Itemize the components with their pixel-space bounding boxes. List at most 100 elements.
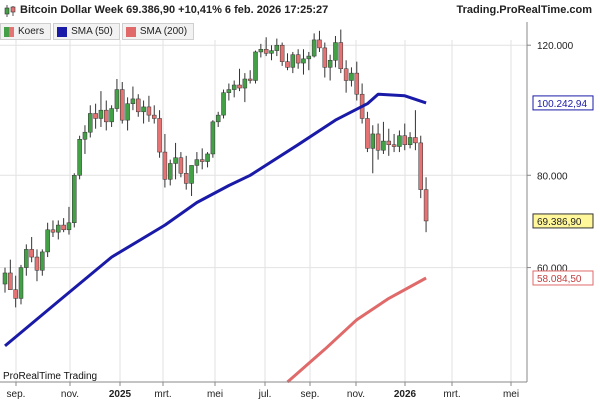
sma200-line <box>286 276 427 384</box>
candle-body <box>178 157 184 174</box>
candle-body <box>301 58 306 64</box>
candle-body <box>173 157 178 164</box>
price-label-box <box>532 213 594 229</box>
candle-body <box>104 109 109 123</box>
candle-body <box>199 159 205 162</box>
price-label-box <box>532 95 594 111</box>
x-axis: sep. nov. 2025 mrt. mei jul. sep. nov. 2026 mrt. m… <box>7 382 519 400</box>
sma200-path <box>286 276 427 384</box>
candle-body <box>397 135 402 147</box>
candle-body <box>50 229 56 233</box>
candles <box>2 29 429 308</box>
candle-body <box>114 89 120 109</box>
candle-body <box>162 151 168 180</box>
candle-body <box>317 39 322 49</box>
candle-body <box>258 48 264 53</box>
candle-body <box>290 54 296 68</box>
candle-body <box>40 251 45 271</box>
candle-body <box>247 78 253 81</box>
legend-label: SMA (200) <box>139 26 188 37</box>
candle-body <box>29 249 34 258</box>
sma50-line <box>4 92 427 348</box>
candle-body <box>418 142 423 190</box>
price-label-box <box>532 270 594 286</box>
candle-body <box>210 121 216 155</box>
candle-body <box>77 139 82 176</box>
x-tick-label: sep. <box>301 389 320 400</box>
candle-body <box>237 84 242 89</box>
title-bar: Bitcoin Dollar Week 69.386,90 +10,41% 6 … <box>0 0 600 22</box>
candle-body <box>61 224 66 231</box>
x-tick-label: 2026 <box>394 389 417 400</box>
candle-body <box>338 42 344 70</box>
candle-body <box>141 106 146 113</box>
candle-body <box>295 54 301 64</box>
candle-body <box>242 78 248 89</box>
candle-body <box>8 272 13 290</box>
x-tick-label: mrt. <box>154 389 171 400</box>
candle-body <box>333 42 338 61</box>
legend-item-sma200[interactable]: SMA (200) <box>121 23 195 40</box>
candle-body <box>151 114 157 119</box>
candle-body <box>221 92 226 116</box>
candle-body <box>66 222 72 231</box>
candle-body <box>226 89 232 93</box>
candle-body <box>24 249 29 268</box>
grid-lines <box>0 40 527 382</box>
sma50-swatch-icon <box>57 26 68 37</box>
legend-item-koers[interactable]: Koers <box>0 23 52 40</box>
price-label: 58.084,50 <box>537 274 582 285</box>
candle-body <box>322 47 328 68</box>
x-tick-label: nov. <box>347 389 365 400</box>
chart-type-icon <box>4 5 16 17</box>
candle-body <box>375 133 381 151</box>
candle-body <box>370 133 376 149</box>
legend: Koers SMA (50) SMA (200) <box>0 23 196 40</box>
candle-body <box>146 106 152 116</box>
candle-body <box>423 189 429 222</box>
candle-body <box>349 72 354 81</box>
price-label: 69.386,90 <box>537 217 582 228</box>
candle-body <box>354 72 360 95</box>
chart-title: Bitcoin Dollar Week 69.386,90 +10,41% 6 … <box>20 4 329 16</box>
legend-item-sma50[interactable]: SMA (50) <box>53 23 120 40</box>
candle-body <box>407 137 413 145</box>
watermark: ProRealTime Trading <box>3 371 98 382</box>
candle-body <box>120 89 125 121</box>
candle-body <box>413 137 418 144</box>
candle-body <box>263 48 269 54</box>
candle-body <box>253 51 258 81</box>
candle-body <box>93 113 98 119</box>
candle-body <box>231 84 237 90</box>
candle-body <box>56 224 61 233</box>
candle-body <box>386 140 392 145</box>
candle-body <box>45 229 50 253</box>
x-tick-label: mei <box>503 389 519 400</box>
candle-swatch-icon <box>4 26 14 37</box>
candle-body <box>194 159 200 166</box>
legend-label: SMA (50) <box>71 26 113 37</box>
candle-body <box>136 98 141 113</box>
candle-body <box>381 140 386 151</box>
candle-body <box>82 131 88 140</box>
candle-body <box>109 108 114 123</box>
candle-body <box>72 175 77 223</box>
y-axis: 120.000 80.000 60.000 100.242,94 69.386,90 58… <box>0 22 594 383</box>
candle-body <box>327 60 333 68</box>
price-label: 100.242,94 <box>537 99 587 110</box>
candle-body <box>285 61 290 68</box>
candle-body <box>13 289 18 299</box>
candle-body <box>402 135 407 145</box>
candle-body <box>34 256 40 271</box>
candle-body <box>125 103 130 121</box>
candle-body <box>269 50 274 54</box>
candle-body <box>306 55 312 60</box>
candle-body <box>391 144 397 147</box>
candle-body <box>98 109 104 119</box>
x-tick-label: 2025 <box>109 389 132 400</box>
x-tick-label: mei <box>207 389 223 400</box>
x-tick-label: sep. <box>7 389 26 400</box>
x-tick-label: jul. <box>258 389 272 400</box>
x-tick-label: nov. <box>61 389 79 400</box>
